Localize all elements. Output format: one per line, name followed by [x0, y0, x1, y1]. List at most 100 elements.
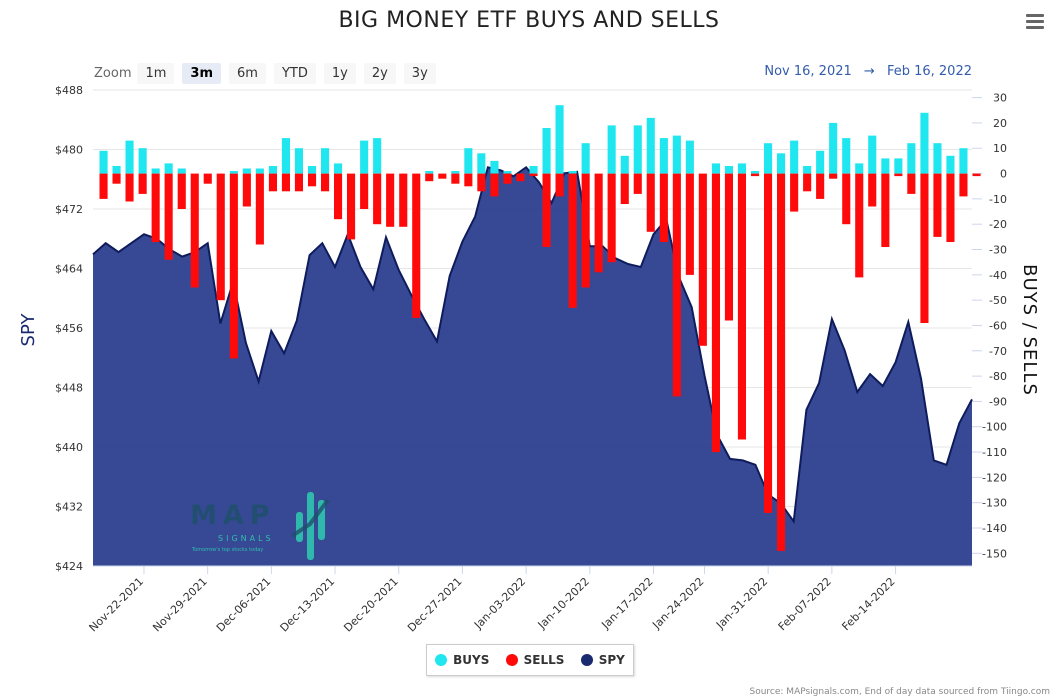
buys-bar [685, 140, 694, 174]
buys-bar [294, 148, 303, 174]
sells-bar [451, 173, 460, 184]
sells-bar [555, 173, 564, 197]
legend-buys-swatch [435, 654, 448, 666]
sells-bar [190, 173, 199, 288]
sells-bar [816, 173, 825, 199]
sells-bar [646, 173, 655, 232]
y-right-tick-label: -130 [982, 497, 1007, 510]
y-right-tick-label: 10 [993, 142, 1007, 155]
buys-bar [855, 163, 864, 174]
y-right-tick-label: -60 [989, 319, 1007, 332]
sells-bar [360, 173, 369, 209]
x-tick-label: Feb-14-2022 [839, 575, 897, 633]
range-from[interactable]: Nov 16, 2021 [764, 64, 852, 79]
zoom-6m-button[interactable]: 6m [229, 62, 266, 84]
sells-bar [516, 173, 525, 182]
sells-bar [151, 173, 160, 242]
range-to[interactable]: Feb 16, 2022 [886, 64, 972, 79]
buys-bar [894, 158, 903, 174]
y-right-tick-label: 0 [1000, 168, 1007, 181]
zoom-1m-button[interactable]: 1m [137, 62, 175, 84]
buys-bar [503, 171, 512, 174]
sells-bar [777, 173, 786, 551]
buys-bar [425, 171, 434, 174]
buys-bar [946, 155, 955, 174]
logo-subtext: SIGNALS [218, 534, 274, 543]
sells-bar [347, 173, 356, 240]
sells-bar [829, 173, 838, 179]
x-tick-label: Dec-20-2021 [341, 575, 401, 635]
y-right-tick-label: -80 [989, 370, 1007, 383]
buys-bar [803, 166, 812, 174]
date-range: Nov 16, 2021 → Feb 16, 2022 [764, 64, 972, 79]
buys-bar [255, 168, 264, 174]
sells-bar [203, 173, 212, 184]
zoom-1y-button[interactable]: 1y [323, 62, 356, 84]
zoom-2y-button[interactable]: 2y [363, 62, 396, 84]
sells-bar [698, 173, 707, 346]
buys-bar [633, 125, 642, 174]
legend-item-spy[interactable]: SPY [580, 653, 625, 667]
buys-bar [607, 125, 616, 174]
y-left-axis-title: SPY [18, 313, 39, 347]
chart-title: BIG MONEY ETF BUYS AND SELLS [338, 8, 720, 33]
zoom-3y-button[interactable]: 3y [403, 62, 436, 84]
sells-bar [607, 173, 616, 263]
sells-bar [933, 173, 942, 237]
buys-bar [933, 143, 942, 174]
sells-bar [334, 173, 343, 220]
sells-bar [972, 173, 981, 177]
legend-item-buys[interactable]: BUYS [435, 653, 489, 667]
x-tick-label: Jan-24-2022 [649, 575, 706, 632]
sells-bar [216, 173, 225, 301]
hamburger-menu-icon[interactable] [1026, 14, 1044, 29]
x-tick-label: Nov-22-2021 [87, 575, 146, 634]
buys-bar [907, 143, 916, 174]
logo-text: MAP [190, 500, 276, 531]
buys-bar [868, 135, 877, 174]
buys-bar [751, 171, 760, 174]
buys-bar [321, 148, 330, 174]
y-right-tick-label: -30 [989, 244, 1007, 257]
zoom-3m-button[interactable]: 3m [182, 62, 222, 84]
sells-bar [112, 173, 121, 184]
sells-bar [633, 173, 642, 194]
source-credit: Source: MAPsignals.com, End of day data … [749, 687, 1051, 697]
sells-bar [711, 173, 720, 453]
buys-bar [881, 158, 890, 174]
y-right-tick-label: -120 [982, 471, 1007, 484]
legend-sells-swatch [505, 654, 518, 666]
sells-bar [659, 173, 668, 242]
sells-bar [764, 173, 773, 513]
buys-bar [842, 138, 851, 174]
buys-bar [308, 166, 317, 174]
y-left-tick-label: $464 [55, 263, 83, 276]
buys-bar [555, 105, 564, 174]
legend-spy-label: SPY [598, 653, 625, 667]
buys-bar [112, 166, 121, 174]
zoom-ytd-button[interactable]: YTD [273, 62, 316, 84]
buys-bar [920, 112, 929, 174]
legend-buys-label: BUYS [453, 653, 490, 667]
zoom-controls: Zoom 1m 3m 6m YTD 1y 2y 3y [94, 62, 444, 84]
sells-bar [542, 173, 551, 247]
x-tick-label: Jan-03-2022 [471, 575, 528, 632]
x-tick-label: Jan-17-2022 [598, 575, 655, 632]
y-right-tick-label: -40 [989, 269, 1007, 282]
buys-bar [125, 140, 134, 174]
buys-bar [151, 168, 160, 174]
buys-bar [464, 148, 473, 174]
buys-bar [242, 168, 251, 174]
sells-bar [373, 173, 382, 225]
sells-bar [412, 173, 421, 318]
buys-bar [777, 153, 786, 174]
legend-sells-label: SELLS [523, 653, 565, 667]
legend-item-sells[interactable]: SELLS [505, 653, 565, 667]
buys-bar [711, 163, 720, 174]
x-tick-label: Dec-06-2021 [214, 575, 274, 635]
x-tick-label: Dec-27-2021 [405, 575, 465, 635]
sells-bar [425, 173, 434, 182]
y-left-tick-label: $424 [55, 560, 83, 573]
logo-mark-icon [290, 492, 330, 560]
